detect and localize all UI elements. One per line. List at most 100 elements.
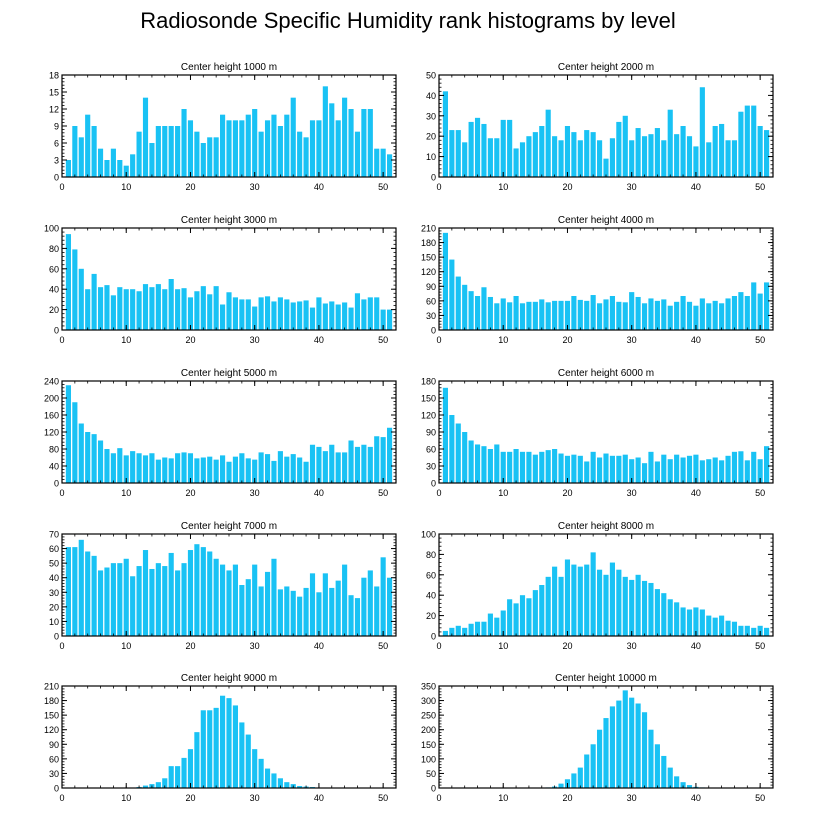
histogram-bar (194, 544, 200, 636)
histogram-bar (264, 296, 271, 330)
histogram-bar (597, 729, 603, 788)
histogram-bar (181, 757, 187, 788)
y-tick-label: 9 (54, 122, 59, 132)
histogram-bar (123, 165, 129, 177)
histogram-bar (725, 298, 731, 330)
histogram-panel: Center height 4000 m 0 30 60 90 120 150 180 210 0… (421, 215, 774, 345)
y-tick-label: 30 (426, 462, 436, 472)
y-tick-label: 0 (54, 326, 59, 336)
y-tick-label: 120 (421, 411, 436, 421)
histogram-bar (91, 434, 97, 484)
histogram-bar (117, 448, 123, 483)
histogram-bar (149, 568, 155, 636)
histogram-bar (751, 451, 757, 483)
histogram-bar (603, 574, 609, 636)
histogram-bar (558, 140, 564, 177)
y-tick-label: 0 (54, 632, 59, 642)
x-tick-label: 50 (378, 488, 388, 498)
histogram-bar (661, 140, 667, 177)
y-tick-label: 30 (49, 588, 59, 598)
histogram-bar (136, 566, 142, 636)
histogram-panel: Center height 2000 m 0 10 20 30 40 50 0 10 20 30 40… (426, 62, 774, 192)
histogram-bar (526, 301, 532, 330)
histogram-bar (258, 297, 264, 330)
histogram-bar (577, 455, 583, 483)
y-tick-label: 240 (44, 377, 59, 387)
histogram-bar (449, 627, 455, 636)
histogram-bar (725, 140, 731, 177)
histogram-bar (603, 453, 609, 483)
histogram-bar (474, 296, 481, 330)
histogram-bar (175, 289, 181, 330)
histogram-bar (290, 454, 296, 483)
histogram-bar (367, 446, 373, 484)
x-tick-label: 50 (755, 182, 765, 192)
histogram-bar (245, 114, 251, 177)
histogram-bar (117, 563, 123, 636)
x-tick-label: 30 (627, 641, 637, 651)
histogram-bar (303, 461, 309, 483)
histogram-bar (162, 778, 168, 788)
x-tick-label: 10 (498, 793, 508, 803)
x-tick-label: 0 (436, 793, 441, 803)
histogram-bar (367, 297, 373, 330)
histogram-bar (361, 299, 367, 330)
histogram-bar (175, 126, 181, 177)
x-tick-label: 20 (185, 641, 195, 651)
y-tick-label: 50 (49, 559, 59, 569)
histogram-bar (297, 457, 303, 483)
x-tick-label: 50 (378, 793, 388, 803)
histogram-bar (316, 446, 322, 484)
y-tick-label: 100 (421, 754, 436, 764)
histogram-bar (264, 454, 271, 483)
histogram-bar (303, 137, 309, 177)
histogram-bar (661, 755, 667, 788)
x-tick-label: 10 (498, 335, 508, 345)
x-tick-label: 20 (185, 793, 195, 803)
histogram-bar (462, 432, 468, 483)
histogram-bar (706, 142, 712, 177)
histogram-bar (539, 451, 545, 483)
histogram-bar (706, 459, 712, 483)
histogram-bar (725, 620, 731, 636)
histogram-bar (744, 296, 750, 330)
histogram-bar (290, 97, 296, 177)
y-tick-label: 10 (49, 617, 59, 627)
histogram-bar (597, 140, 603, 177)
histogram-bar (712, 300, 718, 330)
histogram-bar (104, 285, 110, 330)
histogram-bar (155, 459, 161, 484)
histogram-bar (603, 158, 609, 177)
y-tick-label: 30 (426, 111, 436, 121)
x-tick-label: 50 (378, 182, 388, 192)
histogram-bar (181, 288, 187, 330)
histogram-bar (239, 299, 245, 330)
histogram-panel: Center height 7000 m 0 10 20 30 40 50 60 70 0 10 20… (49, 521, 397, 651)
histogram-bar (187, 453, 194, 483)
panel-title: Center height 2000 m (558, 62, 654, 73)
histogram-bar (468, 121, 474, 177)
histogram-bar (194, 458, 200, 483)
histogram-bar (297, 301, 303, 330)
y-tick-label: 50 (426, 71, 436, 81)
histogram-bar (526, 136, 532, 177)
histogram-bar (72, 249, 78, 330)
histogram-bar (558, 783, 564, 788)
x-tick-label: 0 (436, 641, 441, 651)
histogram-bar (654, 744, 660, 788)
histogram-bar (271, 301, 277, 330)
y-tick-label: 40 (426, 591, 436, 601)
figure-title: Radiosonde Specific Humidity rank histog… (140, 8, 676, 33)
y-tick-label: 0 (54, 784, 59, 794)
x-tick-label: 10 (121, 793, 131, 803)
histogram-bar (213, 137, 219, 177)
histogram-bar (641, 580, 648, 636)
histogram-bar (507, 119, 513, 177)
histogram-bar (686, 455, 693, 483)
histogram-bar (155, 126, 161, 177)
histogram-bar (526, 451, 532, 483)
histogram-panel: Center height 6000 m 0 30 60 90 120 150 180 0 10 2… (421, 368, 774, 498)
histogram-bar (65, 385, 71, 483)
histogram-bar (699, 298, 705, 330)
histogram-bar (584, 461, 590, 483)
